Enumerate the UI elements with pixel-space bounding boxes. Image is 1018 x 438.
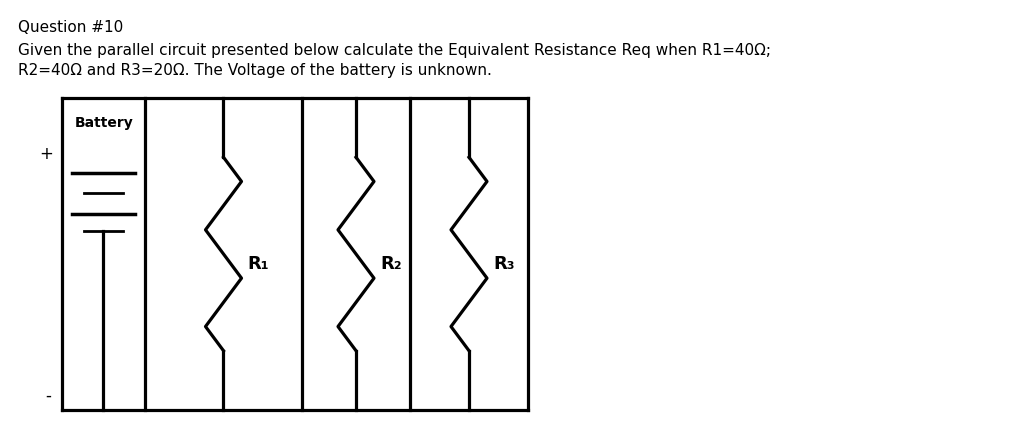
Text: R2=40Ω and R3=20Ω. The Voltage of the battery is unknown.: R2=40Ω and R3=20Ω. The Voltage of the ba…	[18, 63, 492, 78]
Text: Given the parallel circuit presented below calculate the Equivalent Resistance R: Given the parallel circuit presented bel…	[18, 43, 771, 58]
Text: +: +	[39, 145, 53, 163]
Text: R₁: R₁	[247, 255, 269, 273]
Text: Battery: Battery	[75, 116, 133, 130]
Text: -: -	[45, 387, 51, 405]
Text: R₂: R₂	[380, 255, 402, 273]
Text: R₃: R₃	[493, 255, 514, 273]
Text: Question #10: Question #10	[18, 20, 123, 35]
